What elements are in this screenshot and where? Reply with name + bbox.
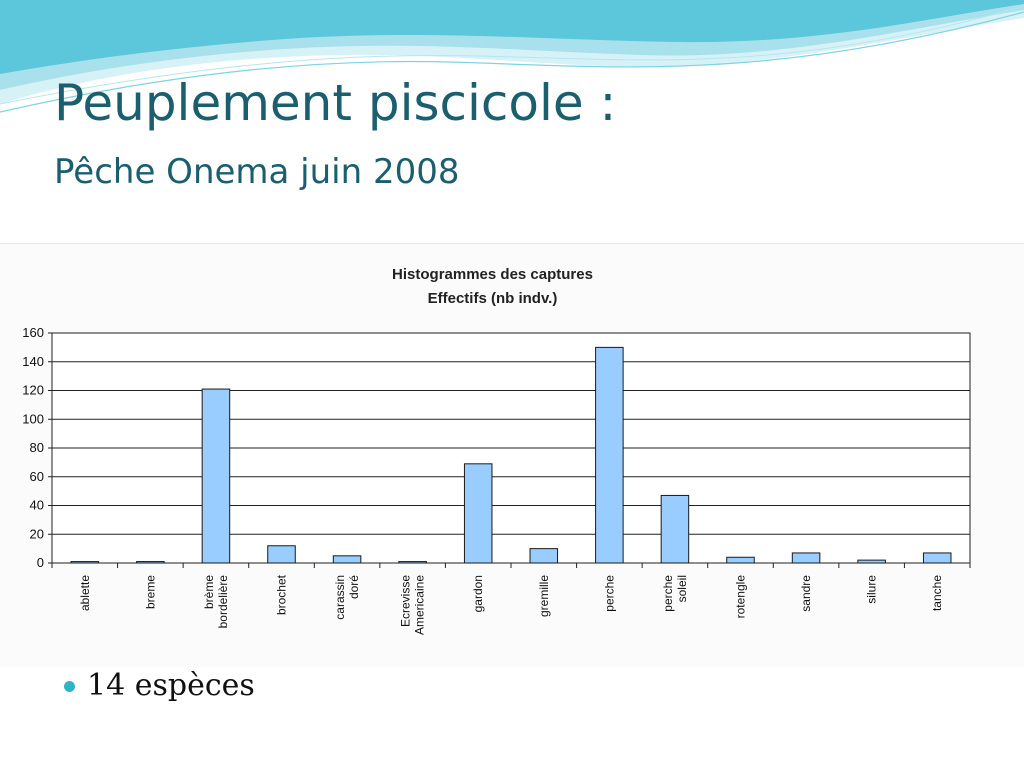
bullet-text: 14 espèces <box>87 668 255 703</box>
x-tick-label: gremille <box>537 575 551 617</box>
y-tick-label: 20 <box>30 526 44 541</box>
y-tick-label: 40 <box>30 498 44 513</box>
bar <box>529 548 559 564</box>
bullet-item: 14 espèces <box>64 668 255 703</box>
slide-subtitle: Pêche Onema juin 2008 <box>54 152 460 192</box>
bar <box>726 556 755 564</box>
bar <box>201 388 231 564</box>
wave-line <box>0 11 1024 113</box>
bar-chart: 0 20 40 60 80 100 120 140 160 ablette breme brème bo… <box>22 325 971 635</box>
x-tick-label: bordelière <box>216 575 230 629</box>
x-tick-label: carassin <box>333 575 347 620</box>
x-tick-label: doré <box>347 575 361 599</box>
wave-dark <box>0 0 1024 74</box>
y-tick-label: 160 <box>22 325 44 340</box>
x-tick-label: tanche <box>930 575 944 611</box>
chart-title: Histogrammes des captures <box>392 266 593 283</box>
bar <box>136 561 165 564</box>
x-tick-label: Americaine <box>413 575 427 635</box>
x-tick-label: gardon <box>471 575 485 612</box>
bar <box>398 561 427 564</box>
wave-line-2 <box>0 5 1024 105</box>
bar <box>595 346 624 564</box>
header-wave-decoration <box>0 0 1024 113</box>
x-tick-label: silure <box>865 575 879 604</box>
bullet-dot-icon <box>64 681 75 692</box>
x-tick-label: sandre <box>799 575 813 612</box>
slide-title: Peuplement piscicole : <box>54 74 617 132</box>
y-tick-label: 140 <box>22 354 44 369</box>
bar <box>660 494 690 564</box>
x-tick-label: soleil <box>675 575 689 602</box>
bar <box>857 559 886 564</box>
y-tick-label: 100 <box>22 411 44 426</box>
bar <box>267 545 296 564</box>
chart-subtitle: Effectifs (nb indv.) <box>427 290 558 307</box>
bar <box>463 463 493 564</box>
bar <box>791 552 821 564</box>
x-tick-label: brème <box>202 575 216 609</box>
x-tick-label: rotengle <box>734 575 748 619</box>
x-tick-label: perche <box>602 575 616 612</box>
x-tick-label: breme <box>143 575 157 609</box>
bar <box>70 561 100 564</box>
bar <box>922 552 952 564</box>
y-tick-label: 120 <box>22 383 44 398</box>
chart-panel: Histogrammes des captures Effectifs (nb … <box>0 243 1024 667</box>
x-tick-label: Ecrevisse <box>399 575 413 627</box>
y-tick-label: 80 <box>30 440 44 455</box>
y-tick-label: 0 <box>37 555 44 570</box>
bar <box>332 555 362 564</box>
x-tick-label: brochet <box>275 574 289 615</box>
y-tick-label: 60 <box>30 469 44 484</box>
x-tick-label: ablette <box>78 575 92 611</box>
x-tick-label: perche <box>661 575 675 612</box>
